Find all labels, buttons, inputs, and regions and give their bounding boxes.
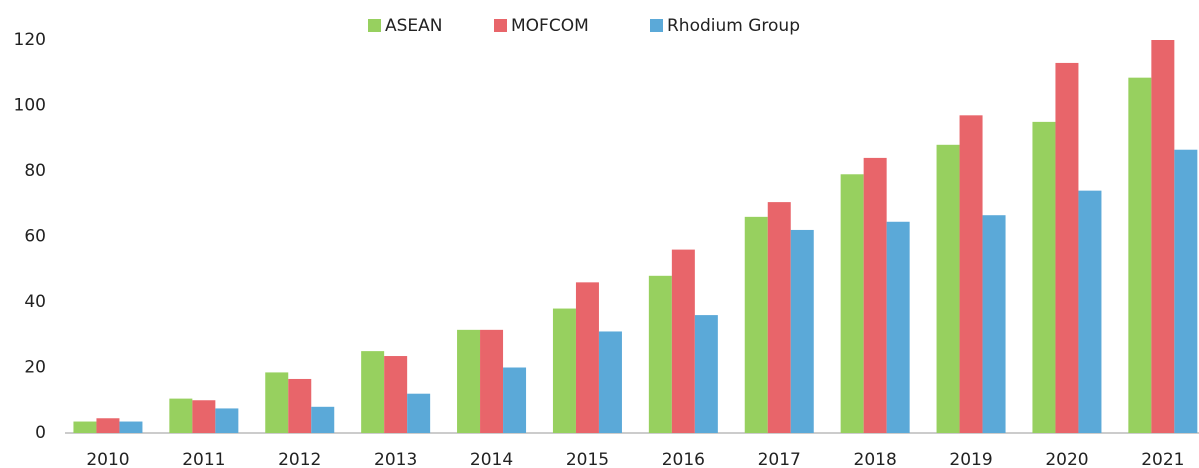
bar	[407, 393, 431, 433]
x-tick-label: 2018	[854, 450, 897, 468]
bar	[311, 406, 335, 433]
bar	[982, 215, 1006, 433]
bar	[169, 398, 193, 433]
bar	[73, 421, 97, 433]
legend-swatch	[494, 19, 507, 32]
legend-swatch	[650, 19, 663, 32]
bar	[840, 174, 864, 433]
x-tick-label: 2021	[1141, 450, 1184, 468]
bar	[457, 329, 481, 433]
bar	[767, 202, 791, 433]
bar	[265, 372, 289, 433]
y-tick-label: 80	[24, 161, 46, 181]
bar	[694, 315, 718, 433]
bar	[863, 157, 887, 433]
bar	[96, 418, 120, 433]
bar	[886, 221, 910, 433]
bar	[744, 216, 768, 433]
legend-label: ASEAN	[385, 16, 443, 36]
legend-label: Rhodium Group	[667, 16, 800, 36]
bar	[503, 367, 527, 433]
bar	[790, 229, 814, 433]
bar	[1055, 62, 1079, 434]
bar	[480, 329, 504, 433]
legend-swatch	[368, 19, 381, 32]
bar	[192, 400, 216, 433]
x-tick-label: 2016	[662, 450, 705, 468]
x-tick-label: 2012	[278, 450, 321, 468]
bar	[1174, 149, 1198, 433]
bar	[1128, 77, 1152, 433]
x-tick-label: 2011	[182, 450, 225, 468]
y-tick-label: 20	[24, 358, 46, 378]
x-tick-label: 2019	[949, 450, 992, 468]
y-tick-label: 60	[24, 227, 46, 247]
bar	[959, 115, 983, 433]
y-tick-label: 120	[14, 30, 46, 50]
x-tick-label: 2017	[758, 450, 801, 468]
legend-label: MOFCOM	[511, 16, 589, 36]
bar	[575, 282, 599, 433]
x-tick-label: 2010	[86, 450, 129, 468]
bar	[361, 351, 385, 433]
x-tick-label: 2014	[470, 450, 513, 468]
bar	[1078, 190, 1102, 433]
bar	[671, 249, 695, 433]
bar	[215, 408, 239, 433]
bar	[1032, 121, 1056, 433]
x-tick-label: 2015	[566, 450, 609, 468]
bar	[119, 421, 143, 433]
bar	[384, 356, 408, 433]
x-tick-label: 2020	[1045, 450, 1088, 468]
bar	[648, 275, 672, 433]
bar	[936, 144, 960, 434]
x-tick-label: 2013	[374, 450, 417, 468]
y-tick-label: 0	[35, 423, 46, 443]
y-tick-label: 100	[14, 96, 46, 116]
y-tick-label: 40	[24, 292, 46, 312]
bar	[552, 308, 576, 433]
bar	[598, 331, 622, 433]
bar	[288, 378, 312, 433]
bar	[1151, 40, 1175, 433]
